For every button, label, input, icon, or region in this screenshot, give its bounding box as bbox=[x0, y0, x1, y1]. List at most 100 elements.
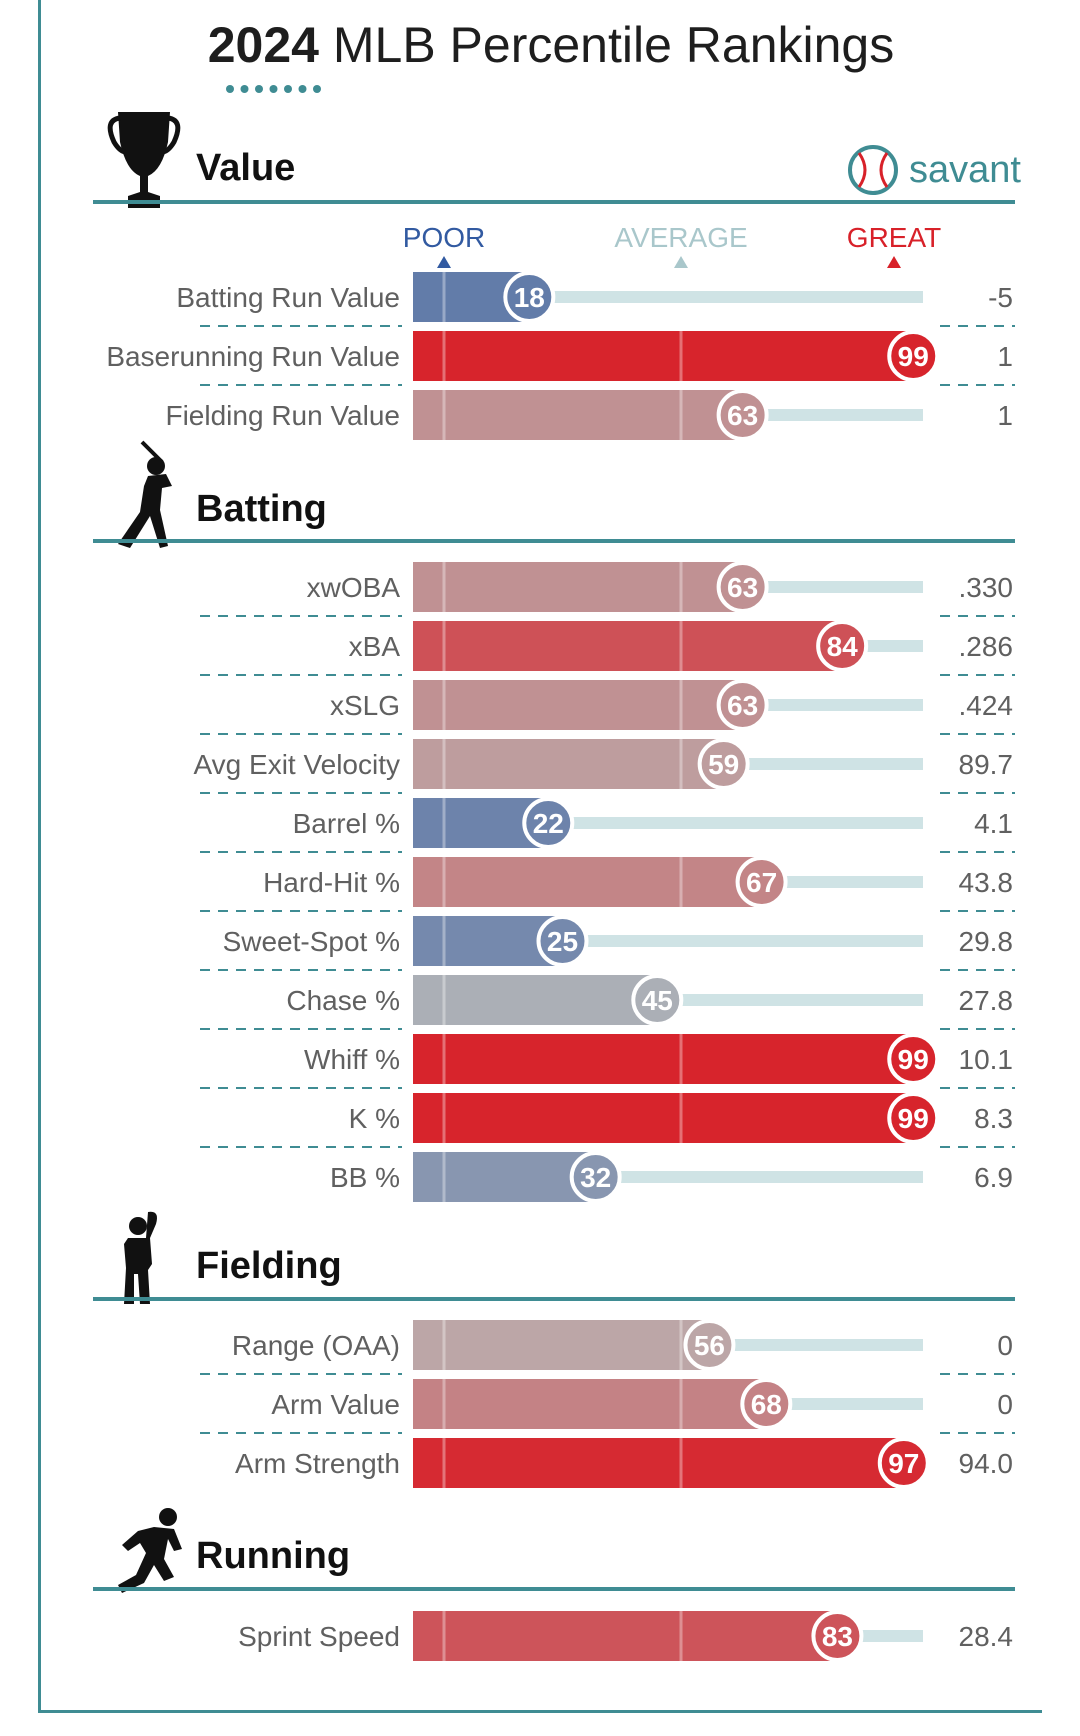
title-dots-decoration bbox=[226, 85, 321, 93]
percentile-circle bbox=[735, 856, 788, 908]
poor-guide-line bbox=[442, 857, 446, 907]
poor-guide-line bbox=[442, 916, 446, 966]
metric-label: Range (OAA) bbox=[232, 1330, 400, 1361]
percentile-label: 45 bbox=[642, 985, 673, 1016]
section-value: Value 18 Batting Run Value -5 99 Baserunning … bbox=[93, 112, 1015, 441]
scale-labels: POOR AVERAGE GREAT bbox=[403, 222, 941, 268]
metric-value: 0 bbox=[997, 1389, 1013, 1420]
metric-row[interactable]: 63 xwOBA .330 bbox=[200, 561, 1015, 617]
percentile-circle bbox=[503, 271, 556, 323]
metric-label: Whiff % bbox=[304, 1044, 400, 1075]
fielder-icon bbox=[124, 1211, 157, 1304]
section-batting: Batting 63 xwOBA .330 84 xBA .286 63 xSLG .424 59 A… bbox=[93, 440, 1015, 1203]
percentile-bar bbox=[413, 1093, 914, 1143]
percentile-label: 68 bbox=[751, 1389, 782, 1420]
frame-border-left bbox=[38, 0, 41, 1712]
percentile-bar bbox=[413, 1320, 710, 1370]
metric-label: BB % bbox=[330, 1162, 400, 1193]
percentile-label: 97 bbox=[888, 1448, 919, 1479]
percentile-bar bbox=[413, 1152, 596, 1202]
metric-value: 27.8 bbox=[959, 985, 1014, 1016]
metric-row[interactable]: 84 xBA .286 bbox=[200, 620, 1015, 676]
scale-arrow-average bbox=[674, 256, 688, 268]
poor-guide-line bbox=[442, 1438, 446, 1488]
average-guide-line bbox=[679, 1438, 683, 1488]
baseball-seam-left bbox=[857, 152, 867, 188]
title-dot bbox=[284, 85, 292, 93]
percentile-label: 18 bbox=[514, 282, 545, 313]
percentile-label: 99 bbox=[898, 1044, 929, 1075]
poor-guide-line bbox=[442, 1034, 446, 1084]
percentile-circle bbox=[816, 620, 869, 672]
percentile-circle bbox=[740, 1378, 793, 1430]
metric-row[interactable]: 99 K % 8.3 bbox=[200, 1092, 1015, 1148]
percentile-label: 84 bbox=[827, 631, 859, 662]
percentile-label: 83 bbox=[822, 1621, 853, 1652]
scale-label-average: AVERAGE bbox=[614, 222, 747, 253]
poor-guide-line bbox=[442, 562, 446, 612]
average-guide-line bbox=[679, 1379, 683, 1429]
percentile-circle bbox=[631, 974, 684, 1026]
metric-row[interactable]: 18 Batting Run Value -5 bbox=[176, 271, 1015, 327]
metric-label: Avg Exit Velocity bbox=[194, 749, 400, 780]
percentile-circle bbox=[887, 1092, 940, 1144]
average-guide-line bbox=[679, 1093, 683, 1143]
section-running: Running 83 Sprint Speed 28.4 bbox=[93, 1508, 1015, 1662]
metric-value: .330 bbox=[959, 572, 1014, 603]
metric-label: Fielding Run Value bbox=[165, 400, 400, 431]
metric-value: 28.4 bbox=[959, 1621, 1014, 1652]
percentile-bar bbox=[413, 1438, 904, 1488]
runner-icon bbox=[118, 1508, 182, 1593]
poor-guide-line bbox=[442, 1152, 446, 1202]
percentile-bar bbox=[413, 390, 743, 440]
section-fielding: Fielding 56 Range (OAA) 0 68 Arm Value 0 97 Arm … bbox=[93, 1211, 1015, 1489]
poor-guide-line bbox=[442, 739, 446, 789]
baseball-seam-right bbox=[879, 152, 889, 188]
metric-value: 94.0 bbox=[959, 1448, 1014, 1479]
percentile-bar bbox=[413, 1611, 838, 1661]
title-year: 2024 bbox=[208, 17, 319, 73]
percentile-circle bbox=[887, 1033, 940, 1085]
savant-logo[interactable]: savant bbox=[848, 145, 1021, 195]
metric-label: Arm Strength bbox=[235, 1448, 400, 1479]
metric-row[interactable]: 68 Arm Value 0 bbox=[200, 1378, 1015, 1434]
metric-row[interactable]: 83 Sprint Speed 28.4 bbox=[238, 1610, 1014, 1662]
percentile-circle bbox=[683, 1319, 736, 1371]
metric-row[interactable]: 25 Sweet-Spot % 29.8 bbox=[200, 915, 1015, 971]
average-guide-line bbox=[679, 1611, 683, 1661]
section-title-running: Running bbox=[196, 1535, 350, 1577]
average-guide-line bbox=[679, 1320, 683, 1370]
metric-row[interactable]: 56 Range (OAA) 0 bbox=[200, 1319, 1015, 1375]
metric-value: 0 bbox=[997, 1330, 1013, 1361]
metric-value: 43.8 bbox=[959, 867, 1014, 898]
metric-row[interactable]: 99 Whiff % 10.1 bbox=[200, 1033, 1015, 1089]
metric-value: 89.7 bbox=[959, 749, 1014, 780]
metric-row[interactable]: 45 Chase % 27.8 bbox=[200, 974, 1015, 1030]
metric-row[interactable]: 99 Baserunning Run Value 1 bbox=[106, 330, 1015, 386]
metric-value: 1 bbox=[997, 400, 1013, 431]
title-dot bbox=[313, 85, 321, 93]
section-title-fielding: Fielding bbox=[196, 1245, 342, 1287]
percentile-label: 99 bbox=[898, 1103, 929, 1134]
metric-row[interactable]: 63 xSLG .424 bbox=[200, 679, 1015, 735]
scale-arrow-great bbox=[887, 256, 901, 268]
percentile-label: 63 bbox=[727, 690, 758, 721]
percentile-label: 67 bbox=[746, 867, 777, 898]
percentile-circle bbox=[716, 679, 769, 731]
metric-row[interactable]: 63 Fielding Run Value 1 bbox=[165, 389, 1013, 441]
metric-label: K % bbox=[349, 1103, 400, 1134]
trophy-icon bbox=[107, 112, 181, 208]
percentile-circle bbox=[522, 797, 575, 849]
metric-row[interactable]: 59 Avg Exit Velocity 89.7 bbox=[194, 738, 1015, 794]
percentile-label: 22 bbox=[533, 808, 564, 839]
metric-row[interactable]: 22 Barrel % 4.1 bbox=[200, 797, 1015, 853]
percentile-circle bbox=[716, 389, 769, 441]
metric-row[interactable]: 32 BB % 6.9 bbox=[330, 1151, 1013, 1203]
metric-row[interactable]: 97 Arm Strength 94.0 bbox=[235, 1437, 1014, 1489]
poor-guide-line bbox=[442, 621, 446, 671]
percentile-label: 59 bbox=[708, 749, 739, 780]
poor-guide-line bbox=[442, 680, 446, 730]
percentile-circle bbox=[811, 1610, 864, 1662]
metric-row[interactable]: 67 Hard-Hit % 43.8 bbox=[200, 856, 1015, 912]
percentile-bar bbox=[413, 857, 762, 907]
